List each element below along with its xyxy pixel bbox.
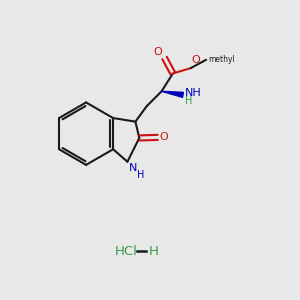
Text: NH: NH — [185, 88, 202, 98]
Text: H: H — [185, 96, 192, 106]
Text: O: O — [153, 46, 162, 56]
Text: O: O — [160, 132, 169, 142]
Text: methyl: methyl — [208, 55, 235, 64]
Text: O: O — [191, 55, 200, 65]
Text: HCl: HCl — [114, 244, 137, 258]
Text: H: H — [148, 244, 158, 258]
Polygon shape — [162, 91, 183, 98]
Text: H: H — [136, 170, 144, 180]
Text: N: N — [129, 163, 137, 172]
